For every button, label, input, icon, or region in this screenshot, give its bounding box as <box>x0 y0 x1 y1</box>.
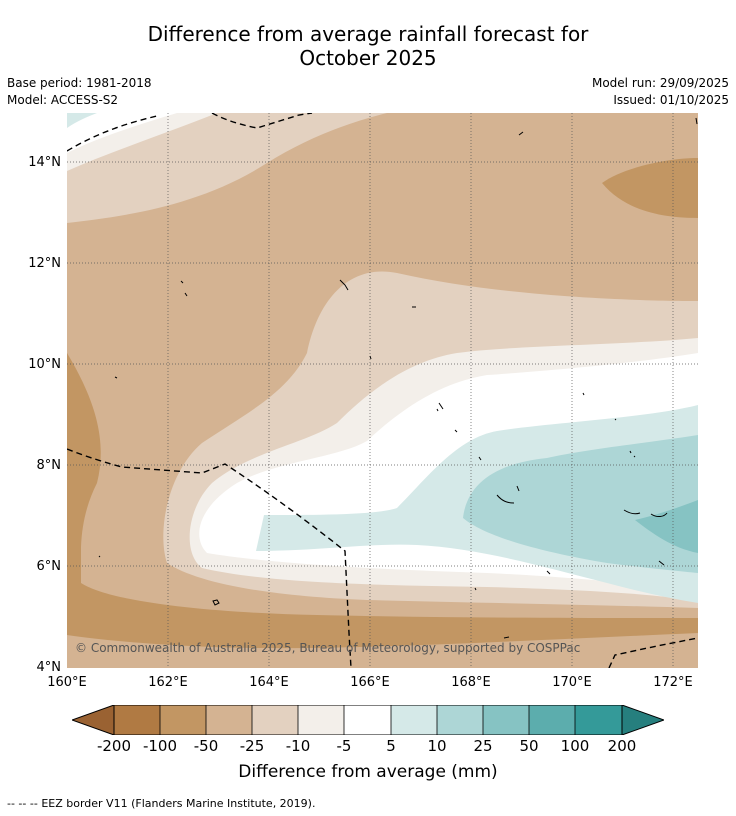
colorbar-label: -25 <box>239 737 265 755</box>
eez-border-south <box>608 637 698 668</box>
colorbar-segment-p25-p50 <box>483 705 529 735</box>
zone-p5-p10-north <box>67 113 97 128</box>
eez-border-north-2 <box>211 113 313 129</box>
model-run: Model run: 29/09/2025 <box>591 76 729 90</box>
colorbar-label: -5 <box>336 737 352 755</box>
zone-p25-p50 <box>635 500 698 553</box>
rainfall-map <box>67 113 698 668</box>
colorbar-label: 5 <box>386 737 396 755</box>
lon-label-172e: 172°E <box>653 675 693 690</box>
colorbar-segment-p100-p200 <box>575 705 622 735</box>
islands <box>98 117 698 639</box>
lat-label-12n: 12°N <box>28 256 61 271</box>
colorbar-label: 50 <box>519 737 539 755</box>
lon-label-168e: 168°E <box>451 675 491 690</box>
colorbar-label: 200 <box>607 737 637 755</box>
colorbar-segment-m10-m5 <box>298 705 344 735</box>
lat-label-10n: 10°N <box>28 357 61 372</box>
meta-right: Model run: 29/09/2025 Issued: 01/10/2025 <box>592 75 729 109</box>
colorbar-label: -100 <box>142 737 178 755</box>
colorbar-segment-m25-m10 <box>252 705 298 735</box>
copyright-notice: © Commonwealth of Australia 2025, Bureau… <box>75 641 581 655</box>
lat-label-14n: 14°N <box>28 155 61 170</box>
zone-m100-m50-left <box>67 353 79 413</box>
map-title: Difference from average rainfall forecas… <box>0 22 736 70</box>
colorbar-label: -200 <box>96 737 132 755</box>
lon-label-160e: 160°E <box>47 675 87 690</box>
colorbar-segment-m200-m100 <box>114 705 160 735</box>
colorbar-label: 100 <box>560 737 590 755</box>
colorbar-segment-m50-m25 <box>206 705 252 735</box>
eez-borders <box>67 113 698 668</box>
zone-m5-p5-north <box>67 113 177 153</box>
colorbar-label: 25 <box>473 737 493 755</box>
lon-label-170e: 170°E <box>552 675 592 690</box>
base-period: Base period: 1981-2018 <box>7 76 152 90</box>
colorbar-below-min <box>72 705 114 735</box>
zone-m25-m10-north <box>67 113 387 223</box>
zone-p10-p25 <box>463 435 698 573</box>
lon-gridlines <box>167 113 674 668</box>
lon-label-166e: 166°E <box>350 675 390 690</box>
lon-label-162e: 162°E <box>148 675 188 690</box>
lon-label-164e: 164°E <box>249 675 289 690</box>
eez-legend-text: EEZ border V11 (Flanders Marine Institut… <box>41 797 316 810</box>
eez-legend: -- -- -- EEZ border V11 (Flanders Marine… <box>7 797 315 810</box>
colorbar-above-max <box>622 705 664 735</box>
model-name: Model: ACCESS-S2 <box>7 93 119 107</box>
colorbar <box>72 705 664 735</box>
issued-date: Issued: 01/10/2025 <box>613 93 729 107</box>
colorbar-segment-p50-p100 <box>529 705 575 735</box>
colorbar-segment-p5-p10 <box>391 705 437 735</box>
colorbar-label: -10 <box>285 737 311 755</box>
colorbar-segment-m100-m50 <box>160 705 206 735</box>
colorbar-segment-p10-p25 <box>437 705 483 735</box>
eez-legend-symbol: -- -- -- <box>7 797 38 810</box>
title-line-2: October 2025 <box>299 46 437 70</box>
colorbar-title: Difference from average (mm) <box>238 762 498 782</box>
eez-border-north-1 <box>67 115 158 152</box>
meta-left: Base period: 1981-2018 Model: ACCESS-S2 <box>7 75 152 109</box>
colorbar-segment-m5-p5 <box>344 705 391 735</box>
colorbar-label: 10 <box>427 737 447 755</box>
lat-label-6n: 6°N <box>36 559 62 574</box>
lat-gridlines <box>67 161 698 567</box>
title-line-1: Difference from average rainfall forecas… <box>147 22 589 46</box>
lat-label-4n: 4°N <box>36 660 62 675</box>
zone-m100-m50-ne <box>602 158 698 218</box>
lat-label-8n: 8°N <box>36 458 62 473</box>
colorbar-label: -50 <box>193 737 219 755</box>
